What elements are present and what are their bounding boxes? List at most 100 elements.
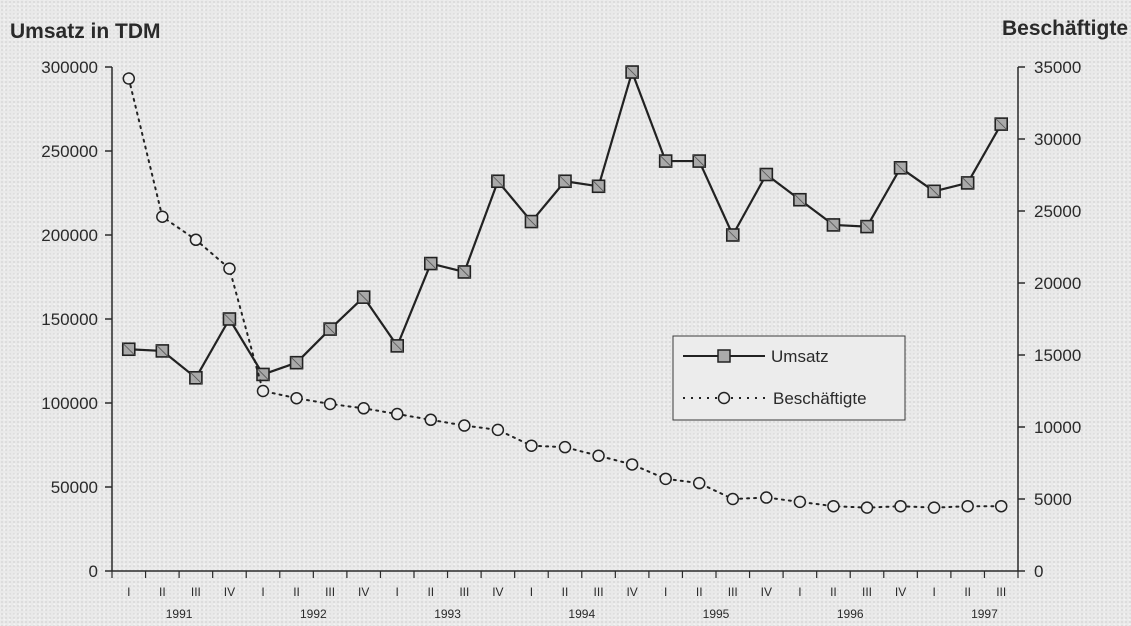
umsatz-point-hatch <box>256 368 270 381</box>
beschaeftigte-point <box>726 492 740 506</box>
quarter-label: III <box>459 585 469 599</box>
beschaeftigte-point <box>927 501 941 514</box>
umsatz-point-hatch <box>592 179 605 193</box>
year-label: 1994 <box>568 607 595 621</box>
left-tick-label: 50000 <box>51 478 98 497</box>
quarter-label: I <box>798 585 801 599</box>
quarter-label: I <box>932 585 935 599</box>
umsatz-point-hatch <box>323 322 337 336</box>
beschaeftigte-point <box>659 472 672 486</box>
umsatz-point-hatch <box>357 290 370 304</box>
right-tick-label: 10000 <box>1034 418 1081 437</box>
quarter-label: I <box>127 585 130 599</box>
umsatz-point-hatch <box>961 176 974 190</box>
quarter-label: IV <box>626 585 637 599</box>
quarter-label: III <box>728 585 738 599</box>
beschaeftigte-point <box>625 458 639 471</box>
quarter-label: IV <box>492 585 503 599</box>
right-tick-label: 0 <box>1034 562 1043 581</box>
right-tick-label: 25000 <box>1034 202 1081 221</box>
quarter-label: III <box>325 585 335 599</box>
year-label: 1991 <box>166 607 193 621</box>
legend-beschaeftigte-label: Beschäftigte <box>773 389 867 408</box>
left-tick-label: 200000 <box>41 226 98 245</box>
quarter-label: I <box>530 585 533 599</box>
umsatz-point-hatch <box>558 174 572 188</box>
left-tick-label: 150000 <box>41 310 98 329</box>
legend-beschaeftigte-marker <box>717 391 731 405</box>
beschaeftigte-point <box>961 499 974 513</box>
beschaeftigte-point <box>189 233 203 247</box>
left-tick-label: 0 <box>89 562 98 581</box>
umsatz-point-hatch <box>223 312 236 326</box>
umsatz-point-hatch <box>390 339 404 353</box>
left-axis-title: Umsatz in TDM <box>10 20 161 43</box>
beschaeftigte-point <box>458 419 471 432</box>
right-tick-label: 5000 <box>1034 490 1072 509</box>
beschaeftigte-point <box>558 440 572 454</box>
right-tick-label: 15000 <box>1034 346 1081 365</box>
right-axis-title: Beschäftigte <box>1002 17 1128 40</box>
quarter-label: IV <box>358 585 369 599</box>
quarter-label: II <box>964 585 971 599</box>
umsatz-point-hatch <box>793 193 807 207</box>
umsatz-point-hatch <box>290 356 303 369</box>
beschaeftigte-point <box>290 391 303 405</box>
umsatz-point-hatch <box>827 218 840 232</box>
right-tick-label: 30000 <box>1034 130 1081 149</box>
quarter-label: II <box>159 585 166 599</box>
year-label: 1993 <box>434 607 461 621</box>
year-label: 1996 <box>837 607 864 621</box>
beschaeftigte-point <box>424 413 438 427</box>
quarter-label: III <box>594 585 604 599</box>
quarter-label: I <box>261 585 264 599</box>
beschaeftigte-point <box>390 407 404 421</box>
umsatz-point-hatch <box>525 215 538 228</box>
year-label: 1992 <box>300 607 327 621</box>
umsatz-point-hatch <box>122 342 136 356</box>
umsatz-point-hatch <box>424 257 438 270</box>
beschaeftigte-point <box>256 384 270 398</box>
quarter-label: IV <box>895 585 906 599</box>
series-layer <box>121 65 1009 514</box>
umsatz-point-hatch <box>760 168 773 181</box>
quarter-label: II <box>830 585 837 599</box>
quarter-label: II <box>293 585 300 599</box>
beschaeftigte-point <box>525 439 538 452</box>
left-tick-label: 250000 <box>41 142 98 161</box>
umsatz-point-hatch <box>659 154 672 168</box>
quarter-label: IV <box>761 585 772 599</box>
quarter-label: III <box>862 585 872 599</box>
umsatz-point-hatch <box>692 154 706 168</box>
beschaeftigte-point <box>592 449 605 463</box>
beschaeftigte-point <box>323 397 337 411</box>
umsatz-point-hatch <box>156 344 169 358</box>
beschaeftigte-point <box>894 499 907 513</box>
quarter-label: IV <box>224 585 235 599</box>
beschaeftigte-point <box>156 210 169 224</box>
axes: 0 50000 100000 150000 200000 250000 300000 0 500… <box>41 58 1081 621</box>
umsatz-point-hatch <box>927 185 941 198</box>
quarter-label: I <box>396 585 399 599</box>
quarter-label: II <box>562 585 569 599</box>
beschaeftigte-point <box>860 501 874 514</box>
legend-umsatz-marker <box>717 349 731 363</box>
quarter-label: I <box>664 585 667 599</box>
beschaeftigte-point <box>357 402 370 415</box>
right-tick-label: 20000 <box>1034 274 1081 293</box>
beschaeftigte-point <box>793 495 807 509</box>
legend-box <box>672 335 906 421</box>
beschaeftigte-point <box>760 491 773 504</box>
beschaeftigte-point <box>692 476 706 490</box>
umsatz-point-hatch <box>458 265 471 279</box>
beschaeftigte-point <box>994 499 1008 513</box>
umsatz-point-hatch <box>994 117 1008 131</box>
umsatz-point-hatch <box>625 65 639 79</box>
beschaeftigte-point <box>122 72 136 85</box>
umsatz-point-hatch <box>491 174 505 188</box>
umsatz-point-hatch <box>726 228 740 242</box>
quarter-label: III <box>191 585 201 599</box>
year-label: 1995 <box>703 607 730 621</box>
quarter-label: II <box>696 585 703 599</box>
